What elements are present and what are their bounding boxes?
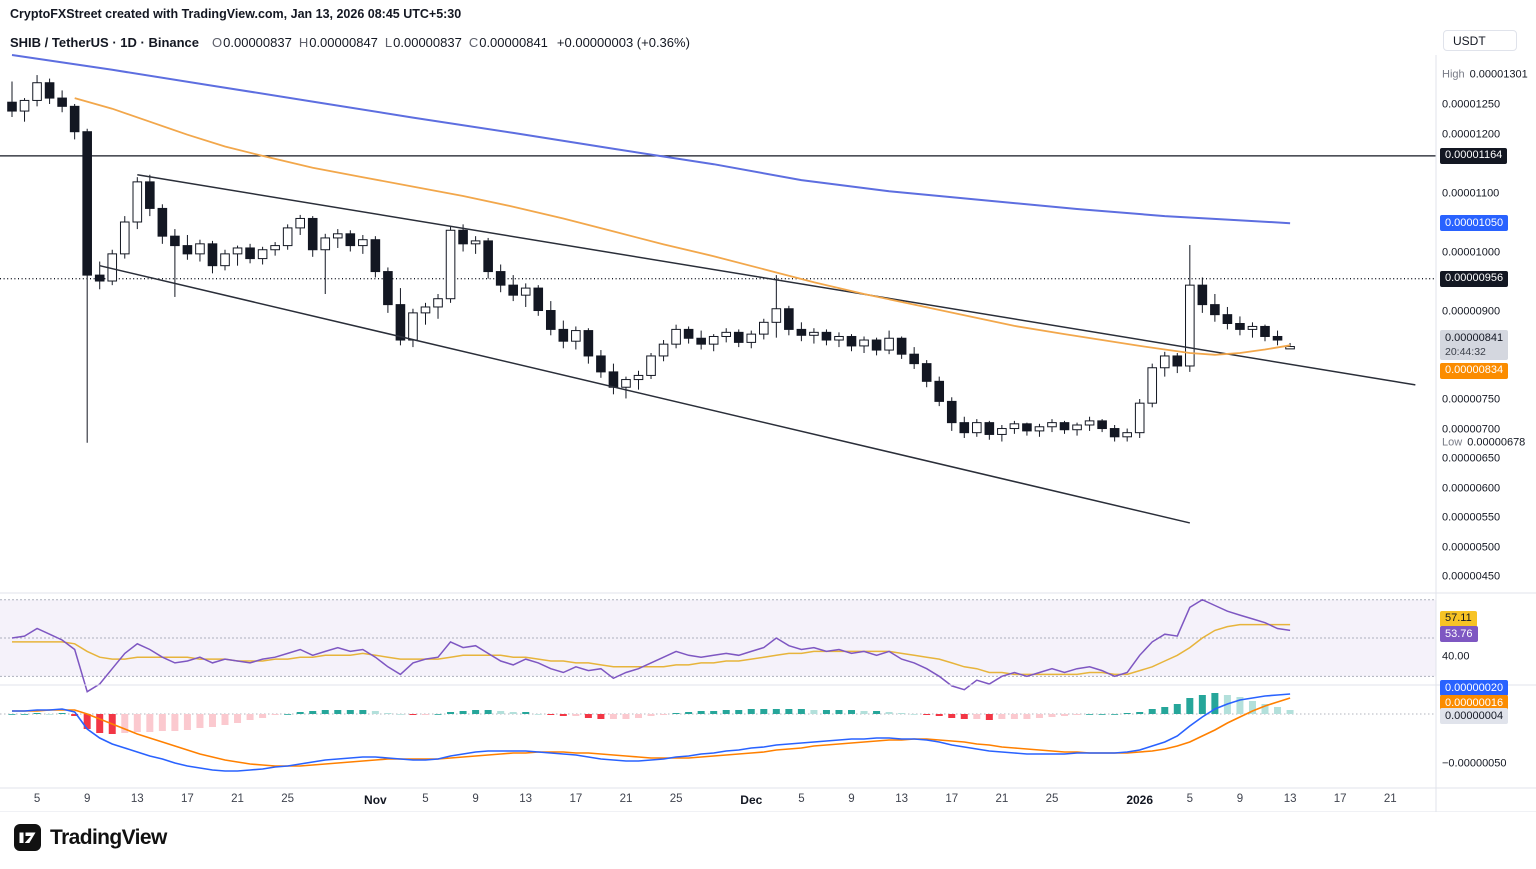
price-axis-badge: 0.00000016 xyxy=(1440,695,1509,711)
ohlc-label: O xyxy=(212,34,223,50)
ohlc-values: O0.00000837 H0.00000847 L0.00000837 C0.0000… xyxy=(205,35,548,50)
price-axis-label: −0.00000050 xyxy=(1442,757,1507,770)
price-axis-label: 0.00000500 xyxy=(1442,541,1501,554)
time-tick: Dec xyxy=(740,793,763,807)
price-axis-label: 0.00001200 xyxy=(1442,128,1501,141)
time-tick: 21 xyxy=(619,793,633,805)
time-tick: Nov xyxy=(364,793,387,807)
ohlc-value: 0.00000837 xyxy=(393,34,462,50)
price-axis-badge: 0.00001050 xyxy=(1440,215,1509,232)
ohlc-label: H xyxy=(298,34,309,50)
change-value: +0.00000003 (+0.36%) xyxy=(556,34,690,50)
horizontal-lines xyxy=(0,155,1436,280)
tradingview-icon xyxy=(14,824,41,851)
price-axis-label: 0.00000650 xyxy=(1442,452,1501,465)
price-axis-label: 40.00 xyxy=(1442,650,1470,663)
ohlc-value: 0.00000837 xyxy=(223,34,292,50)
price-axis-label: 0.00001100 xyxy=(1442,187,1500,200)
time-tick: 17 xyxy=(569,793,583,805)
rsi-line xyxy=(11,598,1291,693)
time-tick: 2026 xyxy=(1126,793,1154,807)
time-tick: 13 xyxy=(1283,793,1297,805)
time-axis[interactable]: 5 9 13 17 21 25 Nov 5 9 13 17 21 25 Dec 5 9 13 17 21 25 2026… xyxy=(0,788,1436,812)
price-axis-label: Low 0.00000678 xyxy=(1442,436,1526,449)
time-tick: 9 xyxy=(848,793,855,805)
time-tick: 5 xyxy=(1186,793,1193,805)
tradingview-logo[interactable]: TradingView xyxy=(14,824,167,851)
price-axis-label: 0.00000900 xyxy=(1442,305,1501,318)
time-tick: 21 xyxy=(231,793,244,805)
trendlines xyxy=(99,174,1416,524)
symbol-bar: SHIB / TetherUS · 1D · Binance O0.000008… xyxy=(10,31,690,53)
price-axis-label: 0.00000550 xyxy=(1442,511,1501,524)
time-tick: 5 xyxy=(33,793,41,805)
time-tick: 5 xyxy=(422,793,429,805)
time-tick: 13 xyxy=(130,793,144,805)
panel-separators xyxy=(0,55,1536,812)
chart-canvas[interactable] xyxy=(0,0,1536,812)
macd-panel xyxy=(0,693,1436,772)
price-axis-badge: 0.00000834 xyxy=(1440,362,1509,379)
rsi-panel xyxy=(0,598,1436,693)
candles-layer xyxy=(7,75,1295,443)
price-axis-label: 0.00000450 xyxy=(1442,570,1501,583)
price-axis-badge: 0.00001164 xyxy=(1440,147,1508,164)
tradingview-logo-text: TradingView xyxy=(50,825,167,849)
price-axis-label: 0.00000700 xyxy=(1442,423,1501,436)
ohlc-label: C xyxy=(468,34,479,50)
price-axis-badge: 0.00000020 xyxy=(1440,680,1509,696)
price-axis-label: 0.00001000 xyxy=(1442,246,1501,259)
time-tick: 17 xyxy=(945,793,959,805)
time-tick: 13 xyxy=(519,793,533,805)
price-axis-label: 0.00000750 xyxy=(1442,393,1501,406)
ohlc-label: L xyxy=(384,34,393,50)
time-tick: 25 xyxy=(281,793,295,805)
macd-line xyxy=(12,693,1291,772)
price-axis-label: High 0.00001301 xyxy=(1442,68,1528,81)
price-axis-badge: 0.00000956 xyxy=(1440,270,1509,287)
time-tick: 21 xyxy=(1383,793,1397,805)
ma-short-line xyxy=(74,97,1291,356)
price-axis-badge: 0.00000841 20:44:32 xyxy=(1440,330,1509,361)
time-tick: 17 xyxy=(180,793,194,805)
time-tick: 13 xyxy=(895,793,908,805)
currency-selector[interactable]: USDT xyxy=(1443,30,1517,51)
ohlc-value: 0.00000847 xyxy=(309,34,378,50)
time-tick: 25 xyxy=(669,793,683,805)
price-axis-label: 0.00001250 xyxy=(1442,98,1501,111)
macd-signal-line xyxy=(12,697,1291,767)
ma-long-line xyxy=(11,54,1291,225)
ohlc-value: 0.00000841 xyxy=(479,34,548,50)
price-axis-label: 0.00000600 xyxy=(1442,482,1501,495)
symbol-title[interactable]: SHIB / TetherUS · 1D · Binance xyxy=(10,34,200,50)
price-axis-badge: 53.76 xyxy=(1440,626,1478,643)
price-axis-badge: 57.11 xyxy=(1440,610,1477,627)
credit-bar: CryptoFXStreet created with TradingView.… xyxy=(10,7,462,21)
time-tick: 9 xyxy=(83,793,91,805)
time-tick: 5 xyxy=(798,793,805,805)
time-tick: 25 xyxy=(1045,793,1059,805)
price-axis-badge: 0.00000004 xyxy=(1440,708,1509,724)
time-tick: 17 xyxy=(1333,793,1347,805)
time-tick: 21 xyxy=(995,793,1009,805)
time-tick: 9 xyxy=(1236,793,1244,805)
price-axis[interactable]: High 0.00001301 0.00001250 0.00001200 0.0000… xyxy=(1436,0,1536,812)
time-tick: 9 xyxy=(472,793,479,805)
